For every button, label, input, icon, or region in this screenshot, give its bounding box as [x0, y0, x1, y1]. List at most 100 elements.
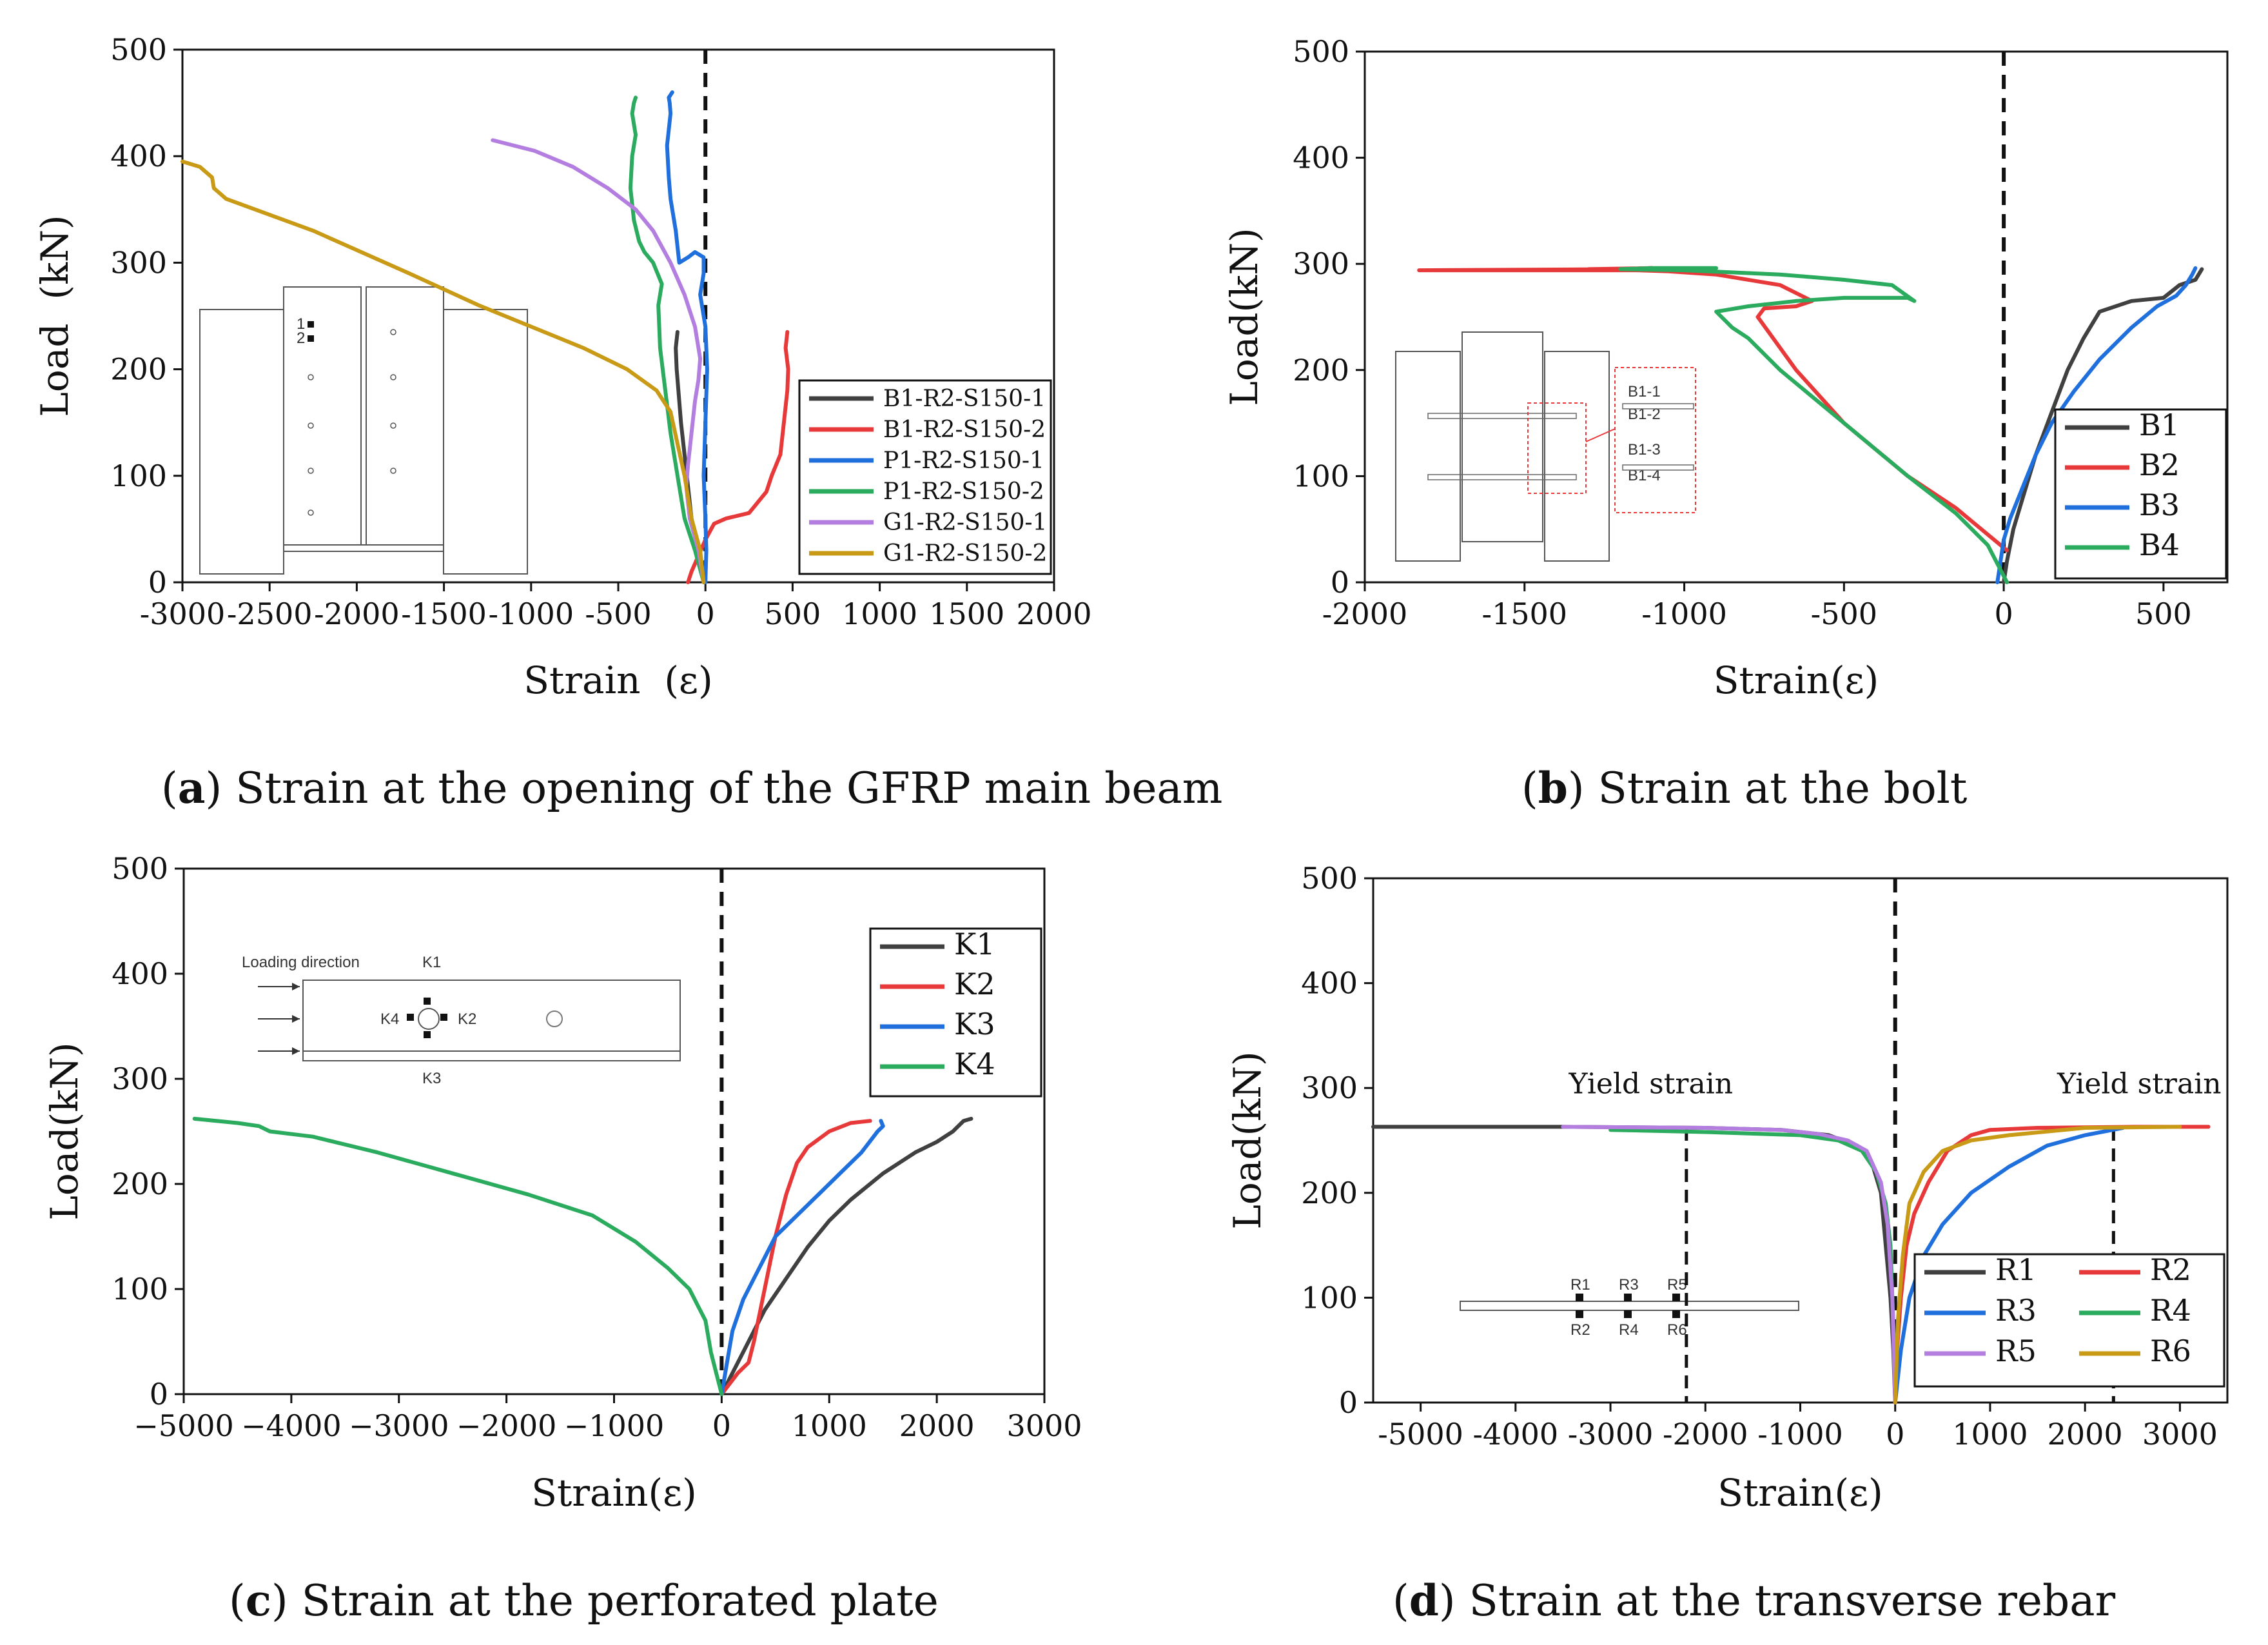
x-tick-label: 1000 — [842, 596, 917, 631]
inset-bolt-detail — [1622, 403, 1694, 409]
yield-strain-label: Yield strain — [2057, 1067, 2222, 1100]
x-tick-label: 0 — [1994, 596, 2013, 631]
panel-d: R1 R2 R3 R4 R5 R6 -5000 -4000 -3000 -2000 -1000 0 10… — [1226, 861, 2229, 1626]
inset-label-B1-4: B1-4 — [1628, 467, 1661, 484]
inset-label-K2: K2 — [458, 1010, 476, 1028]
inset-highlight-box — [1527, 402, 1587, 494]
y-tick-label: 200 — [110, 352, 167, 387]
inset-web-right — [366, 286, 444, 546]
panel-b: B1-1 B1-2 B1-3 B1-4 -2000 -1500 -1000 -500 0 500 0… — [1222, 34, 2229, 813]
gauge-2-marker — [308, 335, 314, 342]
panel-caption: (c) Strain at the perforated plate — [229, 1575, 939, 1626]
inset-detail-box — [1614, 367, 1696, 513]
x-tick-label: 0 — [696, 596, 715, 631]
gauge-marker — [1624, 1294, 1632, 1301]
series-K1 — [719, 1116, 973, 1396]
series-K2 — [719, 1119, 872, 1396]
inset-label-R6: R6 — [1667, 1321, 1687, 1339]
legend-label-P1-R2-S150-1: P1-R2-S150-1 — [883, 448, 1044, 474]
series-B2 — [1417, 266, 2009, 553]
inset-label-1: 1 — [297, 315, 305, 333]
x-tick-label: 500 — [764, 596, 821, 631]
load-arrowhead — [292, 983, 300, 990]
series-K3 — [719, 1119, 885, 1396]
x-tick-label: -4000 — [1473, 1417, 1559, 1452]
series-B1-R2-S150-2 — [686, 330, 790, 584]
inset-label-B1-1: B1-1 — [1628, 383, 1661, 400]
series-R5 — [1561, 1125, 1897, 1404]
inset-hole — [308, 422, 314, 429]
panel-a: 12-3000 -2500 -2000 -1500 -1000 -500 0 500 1000 1… — [33, 32, 1222, 813]
inset-beam-right — [443, 309, 528, 575]
legend-box — [1913, 1253, 2225, 1388]
y-tick-label: 300 — [1301, 1070, 1358, 1105]
series-B4 — [1618, 266, 2009, 584]
legend-label-K2: K2 — [954, 967, 995, 1001]
series-R6 — [1893, 1125, 2182, 1404]
caption-letter: d — [1409, 1575, 1439, 1626]
y-tick-label: 500 — [112, 851, 168, 886]
legend-label-R4: R4 — [2150, 1293, 2191, 1328]
panel-caption: (b) Strain at the bolt — [1521, 763, 1967, 813]
y-tick-label: 0 — [148, 565, 167, 600]
inset-label-B1-3: B1-3 — [1628, 441, 1661, 458]
inset-rebar — [1460, 1301, 1799, 1311]
y-tick-label: 300 — [1293, 246, 1349, 281]
inset-plate-right — [1544, 351, 1610, 562]
y-tick-label: 0 — [1339, 1385, 1358, 1420]
inset-base-plate — [283, 544, 444, 552]
legend-label-P1-R2-S150-2: P1-R2-S150-2 — [883, 478, 1044, 505]
load-arrowhead — [292, 1047, 300, 1055]
inset-hole — [308, 468, 314, 474]
gauge-marker — [1576, 1294, 1583, 1301]
inset-beam-left — [199, 309, 284, 575]
legend-label-B1: B1 — [2139, 408, 2180, 442]
x-tick-label: 2000 — [2048, 1417, 2123, 1452]
panel-caption: (a) Strain at the opening of the GFRP ma… — [161, 763, 1222, 813]
yield-strain-label: Yield strain — [1569, 1067, 1734, 1100]
legend-label-G1-R2-S150-2: G1-R2-S150-2 — [883, 540, 1047, 567]
inset-hole — [390, 374, 396, 380]
x-tick-label: 2000 — [1016, 596, 1091, 631]
caption-paren: ( — [1521, 763, 1538, 813]
y-axis-title: Load(kN) — [43, 1042, 86, 1220]
x-tick-label: -1000 — [1757, 1417, 1843, 1452]
inset-plate-left — [1395, 351, 1461, 562]
x-axis-title: Strain(ε) — [1714, 658, 1879, 702]
x-tick-label: -1500 — [1481, 596, 1567, 631]
caption-text: ) Strain at the opening of the GFRP main… — [206, 763, 1223, 813]
x-tick-label: −4000 — [241, 1408, 342, 1443]
caption-letter: a — [178, 763, 206, 813]
series-K4 — [192, 1116, 724, 1396]
x-tick-label: -2000 — [1663, 1417, 1748, 1452]
x-tick-label: 0 — [712, 1408, 731, 1443]
y-tick-label: 0 — [1331, 565, 1349, 600]
panel-caption: (d) Strain at the transverse rebar — [1393, 1575, 2116, 1626]
x-tick-label: -3000 — [140, 596, 226, 631]
load-arrowhead — [292, 1015, 300, 1023]
x-tick-label: 1000 — [792, 1408, 867, 1443]
legend-label-B3: B3 — [2139, 488, 2180, 522]
y-axis-title: Load(kN) — [1222, 228, 1266, 406]
x-tick-label: 500 — [2135, 596, 2192, 631]
caption-paren: ( — [229, 1576, 246, 1626]
gauge-1-marker — [308, 321, 314, 328]
x-tick-label: 0 — [1886, 1417, 1904, 1452]
inset-label-2: 2 — [297, 330, 305, 347]
inset-hole — [390, 329, 396, 335]
series-B1 — [2002, 267, 2204, 584]
inset-hole — [308, 509, 314, 516]
inset-bolt-detail — [1622, 464, 1694, 471]
inset-web-left — [283, 286, 362, 546]
inset-hole — [418, 1008, 440, 1030]
inset-label-R3: R3 — [1619, 1276, 1639, 1294]
caption-paren: ( — [1393, 1576, 1409, 1626]
x-tick-label: -2000 — [1322, 596, 1408, 631]
legend-label-K3: K3 — [954, 1007, 995, 1041]
series-P1-R2-S150-2 — [628, 95, 706, 584]
inset-label-loading-direction: Loading direction — [242, 954, 360, 971]
inset-plate — [302, 980, 681, 1061]
legend-label-R1: R1 — [1995, 1252, 2037, 1287]
y-axis-title: Load (kN) — [33, 215, 77, 417]
